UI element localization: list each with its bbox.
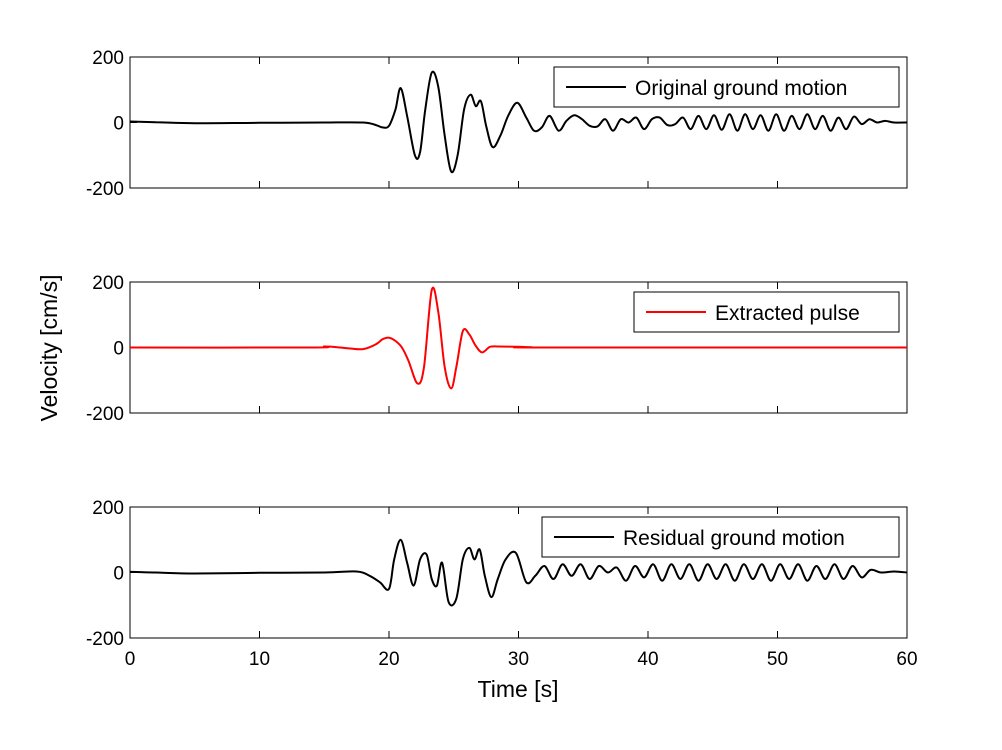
x-axis-label: Time [s]	[478, 676, 559, 702]
panel-original: -200 0 200 Original ground motion	[86, 48, 908, 200]
x-tick-label: 60	[896, 649, 917, 670]
legend-label: Residual ground motion	[623, 527, 845, 550]
y-tick-label-pulse: 200	[92, 273, 124, 294]
y-tick-label-residual: 200	[92, 498, 124, 519]
panel-pulse: -200 0 200 Extracted pulse	[86, 273, 908, 425]
x-tick-label: 50	[767, 649, 788, 670]
series-line-pulse	[129, 286, 908, 390]
y-tick-label-original: -200	[86, 179, 124, 200]
y-tick-label-original: 200	[92, 48, 124, 69]
y-tick-label-residual: -200	[86, 629, 124, 650]
x-tick-label: 40	[637, 649, 658, 670]
series-line-original	[129, 70, 908, 174]
y-tick-label-original: 0	[113, 114, 124, 135]
legend-label: Extracted pulse	[715, 302, 860, 325]
x-tick-label: 30	[508, 649, 529, 670]
legend-label: Original ground motion	[635, 77, 847, 100]
y-tick-label-pulse: -200	[86, 404, 124, 425]
y-tick-label-pulse: 0	[113, 339, 124, 360]
x-tick-label: 10	[249, 649, 270, 670]
x-tick-label: 20	[378, 649, 399, 670]
series-line-residual	[129, 538, 908, 607]
legend-pulse: Extracted pulse	[633, 291, 900, 333]
x-tick-label: 0	[125, 649, 136, 670]
legend-residual: Residual ground motion	[541, 516, 900, 558]
legend-original: Original ground motion	[553, 66, 900, 108]
y-axis-label: Velocity [cm/s]	[36, 275, 62, 422]
y-tick-label-residual: 0	[113, 564, 124, 585]
